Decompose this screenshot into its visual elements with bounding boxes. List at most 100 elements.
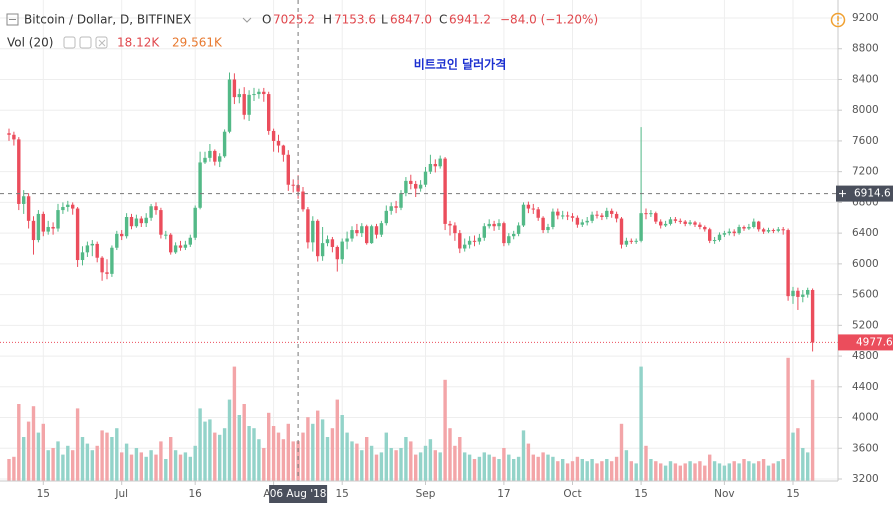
candle-body xyxy=(507,236,511,244)
candle-body xyxy=(727,231,731,234)
candle-body xyxy=(791,290,795,297)
volume-bar xyxy=(222,428,227,481)
volume-bar xyxy=(781,459,785,481)
candle-body xyxy=(296,185,300,192)
candle-body xyxy=(810,289,815,343)
candle-body xyxy=(761,229,766,232)
volume-bar xyxy=(649,459,653,481)
candle-body xyxy=(556,211,560,216)
volume-bar xyxy=(477,456,482,481)
candle-body xyxy=(17,139,21,204)
candle-body xyxy=(232,79,237,98)
volume-bar xyxy=(115,428,119,481)
candle-body xyxy=(781,229,785,231)
alert-icon[interactable] xyxy=(830,12,846,28)
candle-body xyxy=(169,234,173,253)
volume-bar xyxy=(433,450,437,481)
x-tick-label: Oct xyxy=(563,488,581,500)
candle-body xyxy=(369,226,374,244)
candle-body xyxy=(80,252,85,261)
volume-bar xyxy=(644,445,648,481)
candle-body xyxy=(614,213,619,219)
candle-body xyxy=(688,222,692,224)
icon-more[interactable] xyxy=(95,36,108,49)
candle-body xyxy=(801,294,805,297)
candle-body xyxy=(409,180,413,184)
ohlc-key: H xyxy=(323,13,332,27)
candle-body xyxy=(453,225,457,234)
candle-body xyxy=(443,158,447,224)
candle-body xyxy=(487,223,491,227)
candle-body xyxy=(776,229,780,231)
candle-body xyxy=(66,204,70,208)
y-tick-label: 6000 xyxy=(852,258,879,270)
y-tick-label: 5600 xyxy=(852,289,879,301)
volume-bar xyxy=(374,454,379,481)
candle-body xyxy=(208,150,212,158)
volume-bar xyxy=(286,423,290,481)
candle-body xyxy=(46,226,50,232)
volume-bar xyxy=(629,461,633,481)
x-tick-label: 16 xyxy=(189,488,203,500)
symbol-menu-arrow[interactable] xyxy=(242,17,252,23)
candle-body xyxy=(551,211,555,227)
icon-remove[interactable] xyxy=(98,39,106,47)
volume-bar xyxy=(526,443,531,481)
candle-body xyxy=(619,218,624,245)
candle-body xyxy=(85,245,90,253)
volume-bar xyxy=(776,461,780,481)
candle-body xyxy=(600,215,604,217)
volume-bar xyxy=(325,437,330,481)
volume-bar xyxy=(75,408,80,481)
candle-body xyxy=(218,156,222,162)
volume-bar xyxy=(90,450,94,481)
y-tick-label: 8800 xyxy=(852,43,879,55)
volume-bar xyxy=(384,432,388,481)
volume-bar xyxy=(134,448,139,481)
volume-bar xyxy=(232,366,237,481)
x-tick-label: Nov xyxy=(714,488,735,500)
grid xyxy=(0,0,838,481)
volume-bar xyxy=(257,439,261,481)
volume-bar xyxy=(36,432,41,481)
candle-body xyxy=(472,240,477,242)
candle-body xyxy=(379,223,384,235)
volume-bar xyxy=(428,439,433,481)
candle-body xyxy=(301,191,305,210)
volume-bar xyxy=(85,443,90,481)
volume-bar xyxy=(727,463,731,481)
volume-bar xyxy=(634,463,638,481)
volume-bar xyxy=(227,399,232,481)
candle-body xyxy=(164,234,168,236)
icon-settings[interactable] xyxy=(79,36,92,49)
volume-bar xyxy=(41,423,45,481)
candle-body xyxy=(286,154,290,185)
volume-bar xyxy=(619,423,624,481)
volume-bar xyxy=(301,432,305,481)
candle-body xyxy=(198,162,202,208)
volume-bar xyxy=(105,432,109,481)
volume-bar xyxy=(806,452,810,481)
candle-body xyxy=(590,214,594,221)
candle-body xyxy=(281,145,286,155)
x-tick-label: 15 xyxy=(786,488,799,500)
collapse-icon[interactable] xyxy=(6,13,19,26)
candle-body xyxy=(51,226,55,229)
volume-bar xyxy=(355,443,359,481)
volume-bar xyxy=(369,445,374,481)
candle-body xyxy=(605,210,609,217)
candle-body xyxy=(41,213,45,232)
candle-body xyxy=(659,221,663,226)
candle-body xyxy=(139,218,143,224)
icon-visibility[interactable] xyxy=(63,36,76,49)
candle-body xyxy=(90,243,94,246)
volume-bar xyxy=(129,454,134,481)
volume-bar xyxy=(335,399,339,481)
candle-body xyxy=(335,246,339,260)
candle-body xyxy=(306,209,310,243)
candle-body xyxy=(673,219,678,221)
volume-bar xyxy=(703,465,707,481)
volume-bar xyxy=(7,459,11,481)
volume-bar xyxy=(693,463,697,481)
volume-icons[interactable] xyxy=(63,36,108,49)
